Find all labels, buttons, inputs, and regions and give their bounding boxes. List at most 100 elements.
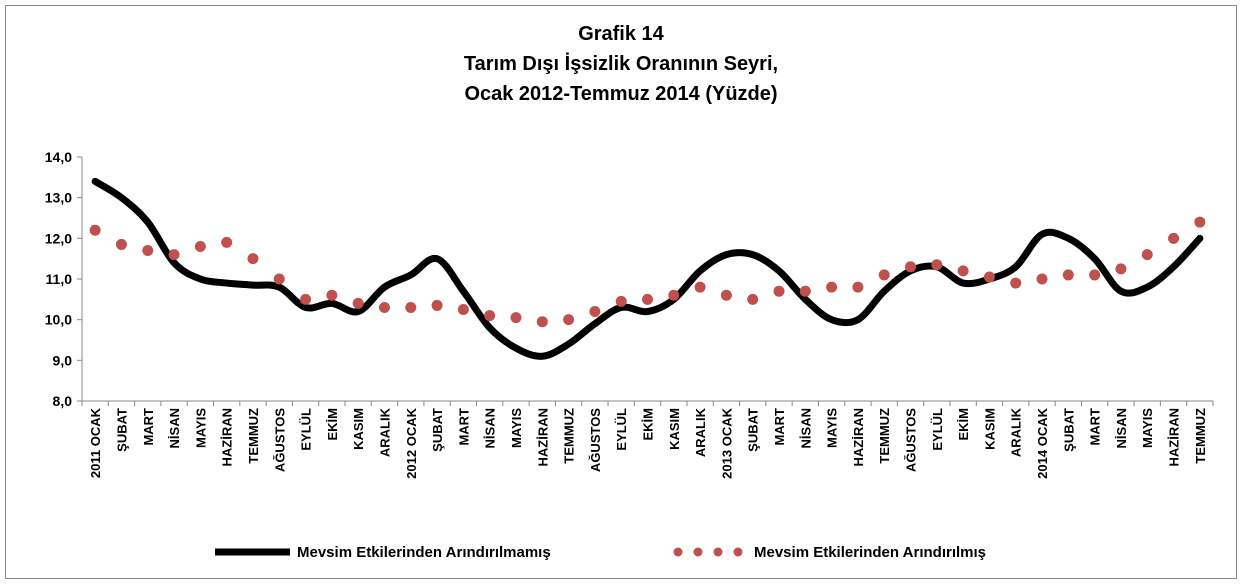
x-tick-label: 2011 OCAK — [88, 407, 103, 478]
x-tick-label: KASIM — [982, 408, 997, 450]
x-tick-label: NİSAN — [483, 408, 498, 448]
legend-swatch — [713, 547, 723, 557]
data-point — [378, 301, 390, 313]
data-point — [142, 245, 154, 257]
y-tick-label: 13,0 — [45, 190, 72, 206]
x-tick-label: ŞUBAT — [430, 408, 445, 452]
data-point — [457, 304, 469, 315]
x-tick-label: MART — [772, 408, 787, 446]
data-point — [1141, 249, 1153, 261]
data-point — [168, 249, 180, 261]
data-point — [405, 301, 417, 313]
data-point — [352, 297, 364, 309]
data-point — [983, 271, 995, 283]
x-tick-label: ŞUBAT — [114, 408, 129, 452]
data-point — [115, 238, 127, 250]
y-tick-label: 14,0 — [45, 149, 72, 165]
x-tick-label: ŞUBAT — [1061, 408, 1076, 452]
x-tick-label: HAZİRAN — [535, 408, 550, 467]
x-tick-label: AĞUSTOS — [904, 408, 919, 472]
x-tick-label: MAYIS — [1140, 408, 1155, 448]
data-point — [905, 261, 917, 273]
data-point — [1168, 232, 1180, 244]
data-point — [194, 240, 206, 252]
data-point — [221, 236, 233, 248]
legend-label: Mevsim Etkilerinden Arındırılmış — [754, 544, 986, 561]
data-point — [773, 285, 785, 297]
y-tick-label: 9,0 — [53, 352, 73, 368]
x-tick-label: TEMMUZ — [877, 408, 892, 464]
x-tick-label: ARALIK — [693, 407, 708, 457]
data-point — [957, 265, 969, 277]
data-point — [89, 224, 101, 236]
data-point — [431, 299, 443, 311]
data-point — [1089, 269, 1101, 281]
data-point — [484, 310, 496, 322]
x-tick-label: NİSAN — [798, 408, 813, 448]
data-point — [1010, 277, 1022, 289]
chart-title: Tarım Dışı İşsizlik Oranının Seyri, — [464, 52, 778, 75]
x-tick-label: 2014 OCAK — [1035, 407, 1050, 478]
y-tick-label: 11,0 — [46, 271, 73, 287]
x-tick-label: ARALIK — [1009, 407, 1024, 457]
x-tick-label: HAZİRAN — [851, 408, 866, 467]
x-tick-label: HAZİRAN — [1167, 408, 1182, 467]
x-tick-label: MART — [456, 408, 471, 446]
x-tick-label: MART — [141, 408, 156, 446]
legend-swatch — [673, 547, 683, 557]
chart-border — [5, 5, 1237, 579]
x-tick-label: KASIM — [351, 408, 366, 450]
chart-title: Ocak 2012-Temmuz 2014 (Yüzde) — [464, 83, 777, 105]
data-point — [642, 293, 653, 305]
x-tick-label: MAYIS — [509, 408, 524, 448]
x-tick-label: EYLÜL — [614, 408, 629, 451]
x-tick-label: EYLÜL — [299, 408, 314, 451]
x-tick-label: ŞUBAT — [746, 408, 761, 452]
data-point — [1036, 273, 1048, 285]
y-tick-label: 10,0 — [45, 312, 72, 328]
x-tick-label: TEMMUZ — [562, 408, 577, 464]
y-tick-label: 8,0 — [53, 393, 73, 409]
data-point — [273, 273, 285, 285]
x-tick-label: 2012 OCAK — [404, 407, 419, 478]
data-point — [1194, 216, 1206, 228]
data-point — [720, 289, 732, 301]
x-tick-label: TEMMUZ — [246, 408, 261, 464]
legend-swatch — [733, 547, 743, 557]
y-tick-label: 12,0 — [45, 230, 72, 246]
x-tick-label: MART — [1088, 408, 1103, 446]
legend-swatch — [693, 547, 703, 557]
x-tick-label: NİSAN — [1114, 408, 1129, 448]
data-point — [300, 293, 312, 305]
data-point — [615, 295, 627, 307]
x-tick-label: NİSAN — [167, 408, 182, 448]
x-tick-label: EYLÜL — [930, 408, 945, 451]
x-tick-label: 2013 OCAK — [719, 407, 734, 478]
x-tick-label: EKİM — [325, 408, 340, 441]
chart-title: Grafik 14 — [578, 23, 664, 45]
x-tick-label: AĞUSTOS — [588, 408, 603, 472]
data-point — [852, 281, 864, 293]
x-tick-label: TEMMUZ — [1193, 408, 1208, 464]
x-tick-label: MAYIS — [193, 408, 208, 448]
data-point — [589, 306, 601, 318]
data-point — [1062, 269, 1074, 281]
x-tick-label: MAYIS — [825, 408, 840, 448]
legend-label: Mevsim Etkilerinden Arındırılmamış — [297, 544, 551, 561]
data-point — [668, 289, 680, 301]
data-point — [536, 316, 548, 328]
data-point — [931, 259, 943, 271]
x-tick-label: HAZİRAN — [220, 408, 235, 467]
data-point — [826, 281, 838, 293]
data-point — [247, 253, 259, 265]
data-point — [799, 285, 811, 297]
data-line — [91, 177, 1204, 360]
x-tick-label: ARALIK — [377, 407, 392, 457]
data-point — [747, 293, 759, 305]
data-point — [878, 269, 890, 281]
x-tick-label: EKİM — [956, 408, 971, 441]
data-point — [1115, 263, 1127, 275]
x-tick-label: AĞUSTOS — [272, 408, 287, 472]
